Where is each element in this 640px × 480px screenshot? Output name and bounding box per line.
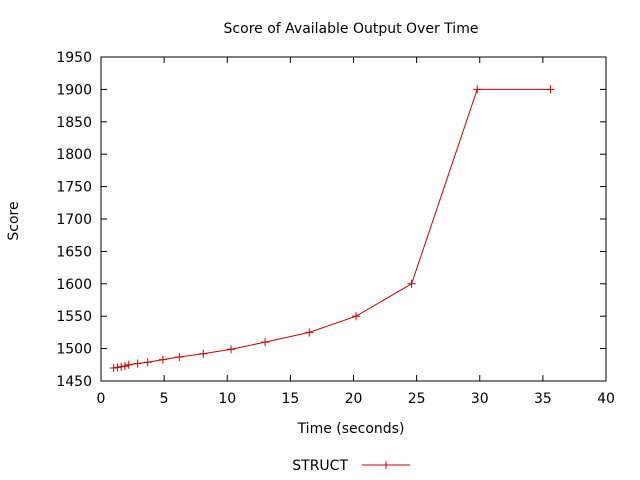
data-point bbox=[117, 362, 126, 371]
y-tick-label: 1550 bbox=[56, 309, 92, 325]
y-tick-label: 1950 bbox=[56, 50, 92, 66]
series-line bbox=[113, 88, 551, 369]
chart-title: Score of Available Output Over Time bbox=[224, 21, 479, 37]
data-point bbox=[473, 85, 482, 94]
y-tick-label: 1800 bbox=[56, 147, 92, 163]
data-point bbox=[305, 328, 314, 337]
x-tick-label: 5 bbox=[160, 391, 169, 407]
x-tick-label: 40 bbox=[597, 391, 615, 407]
plot-frame bbox=[100, 56, 607, 382]
series-layer bbox=[109, 85, 555, 373]
y-axis-label: Score bbox=[6, 201, 22, 240]
axis-ticks: 0 5 10 15 20 25 30 35 40 1450 1500 1550 1600 1650 1700… bbox=[56, 50, 615, 407]
y-tick-label: 1650 bbox=[56, 244, 92, 260]
x-tick-label: 25 bbox=[408, 391, 426, 407]
legend: STRUCT bbox=[292, 458, 410, 474]
data-point bbox=[546, 85, 555, 94]
data-point bbox=[109, 364, 118, 373]
x-tick-label: 0 bbox=[97, 391, 106, 407]
data-point bbox=[199, 349, 208, 358]
y-tick-label: 1850 bbox=[56, 115, 92, 131]
y-tick-label: 1900 bbox=[56, 82, 92, 98]
data-point bbox=[124, 360, 133, 369]
x-axis-label: Time (seconds) bbox=[297, 421, 405, 437]
y-tick-label: 1700 bbox=[56, 212, 92, 228]
x-tick-label: 15 bbox=[281, 391, 299, 407]
y-tick-label: 1600 bbox=[56, 277, 92, 293]
data-point bbox=[120, 362, 129, 371]
data-point bbox=[143, 358, 152, 367]
data-point bbox=[113, 363, 122, 372]
y-tick-label: 1450 bbox=[56, 374, 92, 390]
data-point bbox=[407, 279, 416, 288]
y-tick-label: 1500 bbox=[56, 342, 92, 358]
legend-label: STRUCT bbox=[292, 458, 348, 474]
legend-swatch-marker bbox=[382, 461, 390, 469]
data-point bbox=[227, 345, 236, 354]
data-point bbox=[261, 338, 270, 347]
data-point bbox=[175, 353, 184, 362]
y-tick-label: 1750 bbox=[56, 180, 92, 196]
x-tick-label: 30 bbox=[471, 391, 489, 407]
x-tick-label: 35 bbox=[534, 391, 552, 407]
x-tick-label: 10 bbox=[218, 391, 236, 407]
x-tick-label: 20 bbox=[345, 391, 363, 407]
plot-axes bbox=[100, 56, 607, 382]
data-point bbox=[133, 359, 142, 368]
data-point bbox=[352, 312, 361, 321]
data-point bbox=[158, 355, 167, 364]
